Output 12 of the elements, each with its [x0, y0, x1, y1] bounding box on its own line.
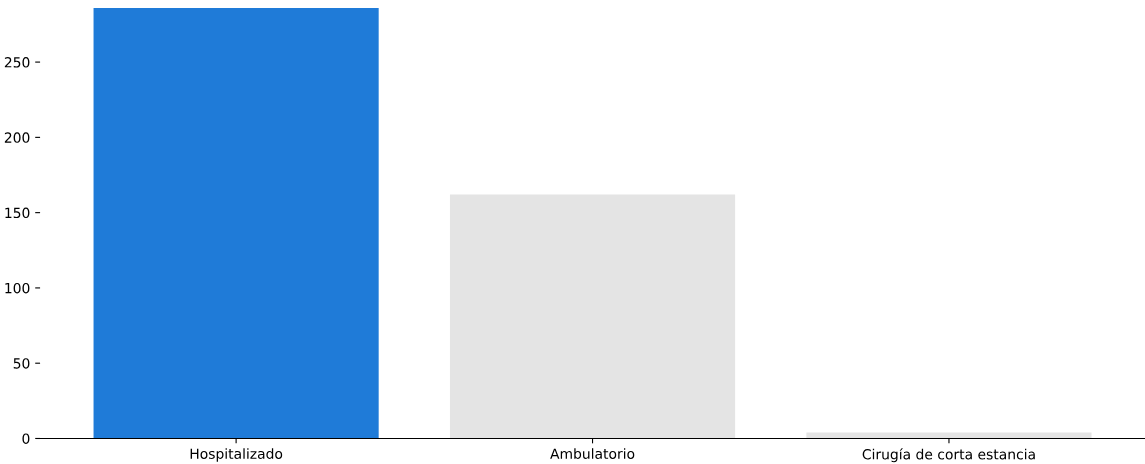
- y-tick-label: 50: [13, 358, 30, 369]
- bar: [93, 7, 379, 439]
- y-tick-label: 150: [5, 207, 30, 219]
- y-tick-label: 100: [5, 282, 30, 294]
- y-tick-label: 250: [4, 57, 30, 68]
- y-tick-label: 200: [4, 132, 30, 143]
- x-tick-label: Cirugía de corta estancia: [862, 448, 1035, 463]
- y-tick-label: 0: [22, 433, 30, 444]
- x-tick-label: Ambulatorio: [550, 448, 635, 459]
- bar: [449, 194, 736, 439]
- bar: [806, 432, 1092, 439]
- x-tick-label: Hospitalizado: [190, 448, 283, 462]
